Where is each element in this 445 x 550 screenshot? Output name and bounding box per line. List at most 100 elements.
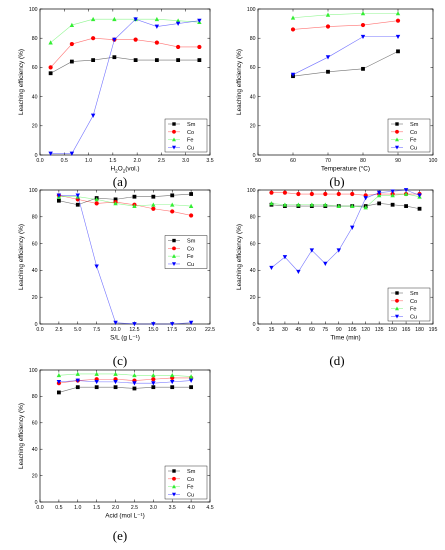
x-axis-label: S/L (g L⁻¹): [110, 335, 140, 342]
data-point-fe: [336, 203, 341, 208]
series-line-co: [292, 20, 399, 30]
x-tick-label: 1.0: [74, 505, 81, 511]
plot-frame: [257, 8, 434, 156]
legend-marker-fe: [172, 254, 176, 258]
data-point-co: [176, 44, 181, 50]
legend-marker-cu: [395, 145, 399, 150]
data-point-co: [309, 191, 314, 197]
y-tick-label: 0: [35, 322, 38, 328]
data-point-cu: [132, 381, 137, 386]
panel-letter: (b): [329, 174, 344, 189]
data-point-co: [269, 190, 274, 195]
data-point-cu: [363, 196, 368, 201]
legend-label: Sm: [410, 291, 419, 297]
data-point-cu: [69, 151, 75, 156]
data-point-cu: [75, 193, 80, 198]
x-tick-label: 0.5: [61, 158, 68, 164]
y-tick-label: 100: [247, 7, 256, 13]
x-tick-label: 75: [322, 327, 328, 333]
series-line-cu: [292, 36, 398, 75]
y-axis-label: Leaching efficiency (%): [18, 224, 25, 290]
data-point-fe: [269, 201, 274, 206]
data-point-cu: [290, 72, 296, 77]
legend-marker-sm: [395, 291, 399, 295]
legend-marker-co: [395, 298, 399, 303]
panel-letter: (c): [113, 353, 127, 368]
legend-box: [164, 118, 208, 153]
data-point-cu: [113, 320, 118, 325]
data-point-sm: [189, 192, 194, 196]
x-tick-label: 45: [295, 327, 301, 333]
y-tick-label: 0: [253, 153, 256, 159]
y-tick-label: 100: [29, 368, 38, 374]
data-point-fe: [113, 371, 118, 376]
x-tick-label: 3.5: [206, 158, 213, 164]
x-tick-label: 105: [348, 327, 357, 333]
data-point-sm: [377, 201, 382, 206]
legend-label: Sm: [187, 239, 196, 245]
legend-marker-co: [395, 129, 399, 134]
x-tick-label: 0: [257, 327, 260, 333]
panel-letter: (a): [113, 174, 127, 189]
legend-marker-co: [172, 246, 176, 251]
data-point-fe: [94, 197, 99, 202]
data-point-fe: [350, 203, 355, 208]
x-tick-label: 80: [360, 158, 366, 164]
x-tick-label: 5.0: [74, 327, 81, 333]
legend-label: Co: [410, 299, 417, 305]
x-tick-label: 0.5: [55, 505, 62, 511]
data-point-co: [360, 22, 366, 28]
data-point-sm: [48, 71, 53, 76]
x-axis-label-part: 2: [115, 169, 118, 174]
series-line-fe: [292, 13, 398, 19]
legend-label: Cu: [410, 314, 417, 320]
y-tick-label: 40: [32, 268, 38, 274]
data-point-cu: [132, 322, 137, 327]
x-tick-label: 3.0: [182, 158, 189, 164]
data-point-cu: [56, 193, 62, 198]
data-point-sm: [417, 206, 422, 211]
x-tick-label: 3.5: [169, 505, 176, 511]
legend-marker-cu: [172, 492, 176, 497]
chart-panel-a: 0.0 0.5 1.0 1.5 2.0 2.5 3.0 3.5020406080100H2O2…: [18, 7, 214, 189]
data-point-sm: [91, 58, 96, 62]
y-tick-label: 80: [32, 394, 38, 400]
data-point-fe: [112, 16, 117, 22]
x-tick-label: 22.5: [205, 327, 215, 333]
y-tick-label: 60: [32, 241, 38, 247]
x-axis-label: Time (min): [330, 335, 360, 342]
legend-label: Cu: [410, 145, 417, 151]
y-tick-label: 100: [29, 188, 38, 194]
x-tick-label: 90: [395, 158, 401, 164]
data-point-sm: [56, 390, 61, 395]
legend-box: [387, 287, 431, 322]
data-point-sm: [197, 58, 202, 62]
legend-label: Sm: [187, 122, 196, 128]
series-line-co: [50, 37, 200, 68]
data-point-co: [296, 191, 301, 197]
data-point-sm: [390, 202, 395, 207]
data-point-co: [154, 40, 159, 45]
legend-marker-sm: [172, 122, 176, 126]
data-point-cu: [188, 378, 194, 383]
data-point-fe: [296, 202, 301, 207]
plot-frame: [39, 369, 211, 503]
data-point-cu: [112, 37, 117, 42]
data-point-sm: [69, 59, 74, 64]
x-tick-label: 120: [361, 327, 370, 333]
x-tick-label: 17.5: [167, 327, 177, 333]
x-tick-label: 1.0: [85, 158, 92, 164]
data-point-fe: [75, 371, 80, 376]
data-point-cu: [350, 225, 355, 230]
data-point-fe: [325, 12, 331, 17]
y-tick-label: 80: [250, 36, 256, 42]
y-tick-label: 20: [32, 295, 38, 301]
x-axis-label-part: H: [111, 166, 116, 173]
data-point-fe: [132, 203, 137, 208]
chart-panel-e: 0.0 0.5 1.0 1.5 2.0 2.5 3.0 3.5 4.0 4.5 0 20 40 60 80 1…: [18, 368, 214, 543]
data-point-cu: [151, 381, 156, 386]
legend-marker-sm: [172, 469, 176, 473]
legend-marker-fe: [395, 306, 399, 311]
series-line-cu: [50, 18, 200, 154]
